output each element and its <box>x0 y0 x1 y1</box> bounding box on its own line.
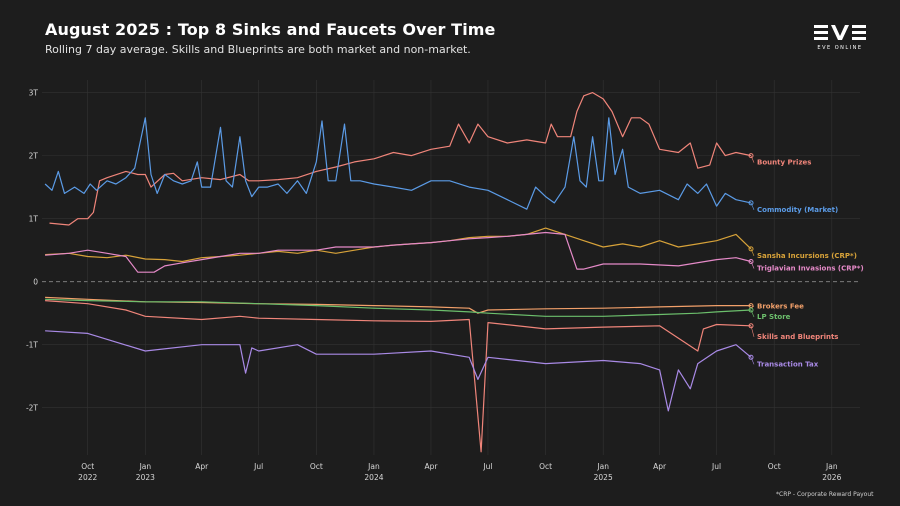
x-tick-year: 2024 <box>364 473 383 482</box>
x-tick-label: Apr <box>195 462 209 471</box>
x-tick-label: Jul <box>482 462 492 471</box>
label-leader <box>750 357 755 365</box>
chart-title: August 2025 : Top 8 Sinks and Faucets Ov… <box>45 20 496 39</box>
label-leader <box>750 202 755 211</box>
x-tick-label: Oct <box>310 462 323 471</box>
y-tick-label: 3T <box>29 89 39 98</box>
x-tick-label: Jul <box>711 462 721 471</box>
x-tick-label: Jan <box>367 462 380 471</box>
x-tick-label: Apr <box>653 462 667 471</box>
series-label: Sansha Incursions (CRP*) <box>757 252 857 260</box>
chart-subtitle: Rolling 7 day average. Skills and Bluepr… <box>45 43 471 56</box>
label-leader <box>750 248 755 257</box>
x-tick-year: 2026 <box>822 473 841 482</box>
series-line <box>45 330 752 412</box>
svg-text:EVE ONLINE: EVE ONLINE <box>817 45 862 51</box>
x-tick-year: 2022 <box>78 473 97 482</box>
series-end-marker <box>748 246 754 252</box>
y-tick-label: -1T <box>26 341 38 350</box>
x-tick-label: Oct <box>768 462 781 471</box>
series-end-marker <box>748 354 754 360</box>
series-label: LP Store <box>757 313 791 321</box>
series-line <box>45 296 751 314</box>
series-label: Transaction Tax <box>757 360 819 368</box>
x-tick-label: Oct <box>81 462 94 471</box>
footnote: *CRP - Corporate Reward Payout <box>776 491 874 498</box>
series-line <box>45 298 752 317</box>
series-end-marker <box>748 200 754 206</box>
series-end-marker <box>748 153 754 159</box>
series-end-marker <box>748 259 754 265</box>
x-tick-label: Jan <box>825 462 838 471</box>
series-line <box>44 117 752 210</box>
x-tick-label: Jan <box>596 462 609 471</box>
series-label: Commodity (Market) <box>757 206 838 214</box>
x-tick-label: Apr <box>424 462 438 471</box>
label-leader <box>750 325 755 337</box>
series-line <box>45 300 752 453</box>
series-labels: Bounty Prizes Commodity (Market) Sansha In… <box>750 155 864 368</box>
y-tick-label: 1T <box>29 215 39 224</box>
label-leader <box>750 305 755 307</box>
series-line <box>45 231 752 273</box>
series-line <box>49 91 752 226</box>
series-label: Brokers Fee <box>757 303 804 311</box>
label-leader <box>750 261 755 269</box>
axes: 3T 2T 1T 0 -1T -2T Oct 2022 Jan 2023 Apr Jul Oct Jan 2… <box>26 89 842 482</box>
series-end-marker <box>748 307 754 313</box>
eve-online-logo: EVE ONLINE <box>814 25 866 51</box>
grid <box>42 80 860 455</box>
y-tick-label: -2T <box>26 404 38 413</box>
x-tick-year: 2025 <box>594 473 613 482</box>
x-tick-label: Oct <box>539 462 552 471</box>
x-tick-year: 2023 <box>136 473 155 482</box>
label-leader <box>750 155 755 163</box>
series-label: Skills and Blueprints <box>757 333 838 341</box>
series-end-marker <box>748 323 754 329</box>
series-lines <box>44 91 754 453</box>
series-label: Bounty Prizes <box>757 159 811 167</box>
y-tick-label: 0 <box>33 278 38 287</box>
x-tick-label: Jul <box>253 462 263 471</box>
label-leader <box>750 309 755 318</box>
series-label: Triglavian Invasions (CRP*) <box>757 265 864 273</box>
y-tick-label: 2T <box>29 152 39 161</box>
x-tick-label: Jan <box>139 462 152 471</box>
